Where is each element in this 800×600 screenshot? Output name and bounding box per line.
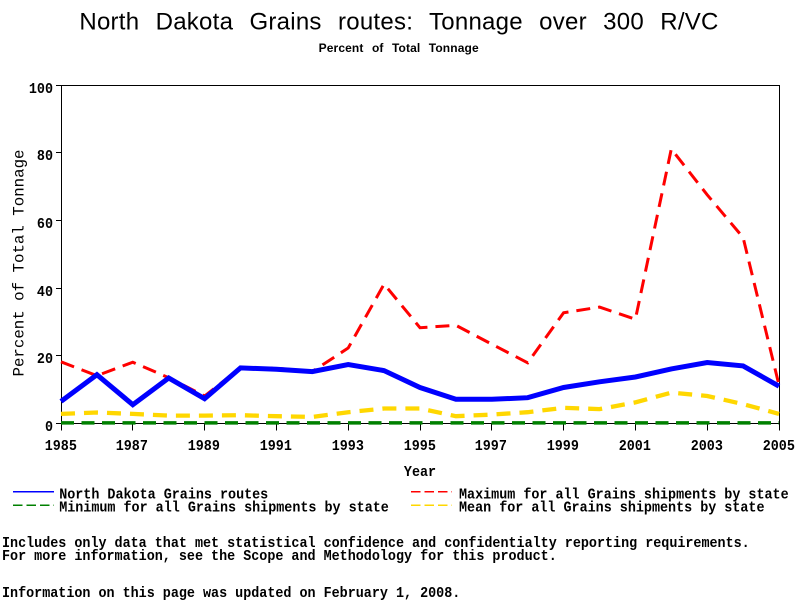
svg-text:Includes only data that met st: Includes only data that met statistical … (2, 534, 750, 552)
svg-text:1999: 1999 (547, 437, 579, 455)
svg-text:Year: Year (404, 463, 436, 481)
svg-text:1987: 1987 (116, 437, 148, 455)
svg-text:2001: 2001 (619, 437, 651, 455)
svg-text:40: 40 (37, 283, 53, 301)
svg-text:Percent of Total Tonnage: Percent of Total Tonnage (319, 41, 479, 55)
svg-text:Information on this page was u: Information on this page was updated on … (2, 584, 460, 600)
svg-text:1989: 1989 (188, 437, 220, 455)
svg-text:North Dakota Grains routes: North Dakota Grains routes (59, 486, 268, 504)
svg-text:1995: 1995 (404, 437, 436, 455)
svg-text:100: 100 (29, 80, 53, 98)
svg-text:Minimum for all Grains shipmen: Minimum for all Grains shipments by stat… (59, 499, 389, 517)
svg-text:1985: 1985 (45, 437, 77, 455)
svg-text:80: 80 (37, 147, 53, 165)
svg-text:60: 60 (37, 215, 53, 233)
svg-text:1997: 1997 (475, 437, 507, 455)
svg-text:1993: 1993 (332, 437, 364, 455)
svg-text:1991: 1991 (260, 437, 292, 455)
svg-text:2005: 2005 (763, 437, 795, 455)
svg-text:For more information, see the: For more information, see the Scope and … (2, 547, 557, 565)
svg-text:2003: 2003 (691, 437, 723, 455)
svg-text:20: 20 (37, 350, 53, 368)
svg-text:Mean for all Grains shipments: Mean for all Grains shipments by state (459, 499, 765, 517)
svg-text:0: 0 (45, 418, 53, 436)
svg-text:Percent of Total Tonnage: Percent of Total Tonnage (11, 150, 29, 377)
svg-text:North Dakota Grains routes: To: North Dakota Grains routes: Tonnage over… (79, 9, 718, 36)
svg-text:Maximum for all Grains shipmen: Maximum for all Grains shipments by stat… (459, 486, 789, 504)
